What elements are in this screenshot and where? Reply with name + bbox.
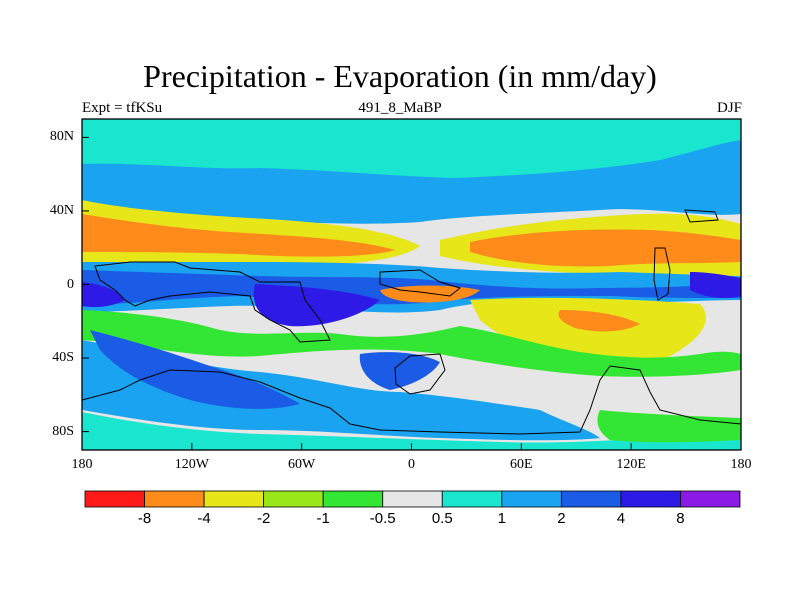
colorbar-label: 1 [497, 510, 506, 527]
colorbar-swatch [620, 490, 681, 508]
lon-label: 120W [174, 457, 209, 472]
colorbar-label: -4 [197, 510, 211, 527]
colorbar [84, 490, 741, 508]
field-yellow-east [470, 297, 706, 370]
field-green-southern-ocean [597, 410, 741, 443]
colorbar-swatch [322, 490, 384, 508]
field-orange-north [82, 214, 741, 267]
lon-label: 120E [616, 457, 646, 472]
lon-label: 180 [730, 457, 752, 472]
colorbar-swatch [144, 490, 205, 508]
colorbar-label: 8 [676, 510, 685, 527]
lon-label: 60W [288, 457, 316, 472]
experiment-label: Expt = tfKSu [82, 100, 163, 116]
colorbar-swatch [680, 490, 741, 508]
colorbar-swatch [441, 490, 503, 508]
field-orange-center [380, 285, 640, 332]
map-title: Precipitation - Evaporation (in mm/day) [143, 58, 657, 94]
colorbar-swatch [263, 490, 324, 508]
colorbar-swatch [501, 490, 562, 508]
colorbar-label: 2 [557, 510, 566, 527]
field-cyan-south [82, 412, 741, 450]
lon-label: 60E [510, 457, 533, 472]
colorbar-label: -8 [137, 510, 152, 527]
lat-label: 40N [49, 202, 74, 218]
colorbar-swatch [84, 490, 145, 508]
field-green-south [82, 310, 741, 377]
colorbar-label: 0.5 [431, 510, 453, 527]
colorbar-swatch [382, 490, 443, 508]
colorbar-label: -1 [316, 510, 330, 527]
coastline [82, 209, 741, 450]
lat-label: 40S [52, 350, 74, 366]
colorbar-swatch [203, 490, 265, 508]
lon-label: 0 [408, 457, 415, 472]
lon-label: 180 [71, 457, 93, 472]
season-label: DJF [716, 100, 742, 116]
field-blue-south [90, 330, 440, 409]
period-label: 491_8_MaBP [358, 100, 442, 116]
lat-label: 80S [52, 423, 74, 439]
lat-label: 0 [67, 276, 74, 292]
colorbar-label: -0.5 [369, 510, 396, 527]
map-field [82, 119, 741, 450]
colorbar-swatch [560, 490, 622, 508]
field-sky-north [82, 140, 741, 224]
colorbar-label: 4 [616, 510, 626, 527]
colorbar-label: -2 [256, 510, 271, 527]
axis-ticks [81, 136, 742, 450]
lat-label: 80N [49, 129, 74, 145]
field-sky-south [82, 340, 600, 441]
